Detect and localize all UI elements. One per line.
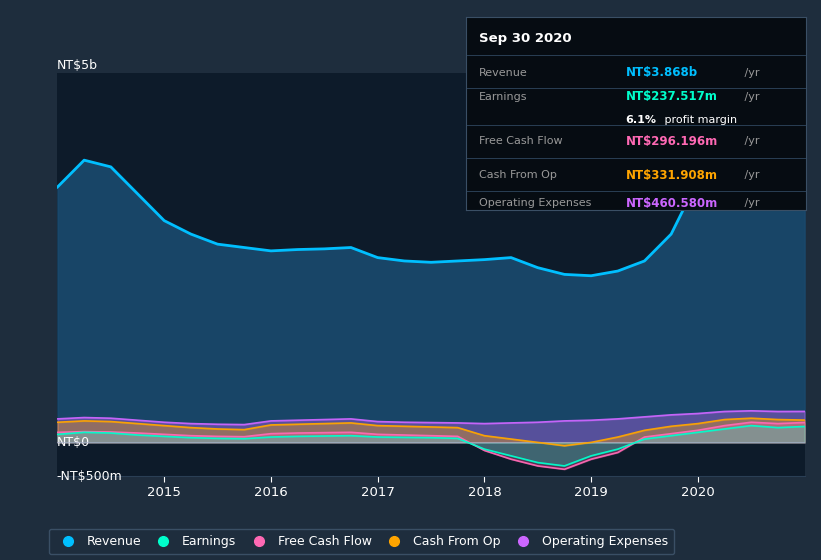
Text: Revenue: Revenue bbox=[479, 68, 528, 78]
Text: /yr: /yr bbox=[741, 198, 760, 208]
Text: NT$237.517m: NT$237.517m bbox=[626, 91, 718, 104]
Text: /yr: /yr bbox=[741, 68, 760, 78]
Text: Free Cash Flow: Free Cash Flow bbox=[479, 137, 562, 146]
Text: NT$331.908m: NT$331.908m bbox=[626, 169, 718, 182]
Text: /yr: /yr bbox=[741, 92, 760, 102]
Text: -NT$500m: -NT$500m bbox=[57, 469, 122, 483]
Text: 6.1%: 6.1% bbox=[626, 115, 657, 125]
Text: NT$460.580m: NT$460.580m bbox=[626, 197, 718, 210]
Text: /yr: /yr bbox=[741, 170, 760, 180]
Text: profit margin: profit margin bbox=[662, 115, 737, 125]
Text: Operating Expenses: Operating Expenses bbox=[479, 198, 591, 208]
Text: Earnings: Earnings bbox=[479, 92, 528, 102]
Text: NT$0: NT$0 bbox=[57, 436, 89, 449]
Legend: Revenue, Earnings, Free Cash Flow, Cash From Op, Operating Expenses: Revenue, Earnings, Free Cash Flow, Cash … bbox=[48, 529, 674, 554]
Text: Cash From Op: Cash From Op bbox=[479, 170, 557, 180]
Text: NT$296.196m: NT$296.196m bbox=[626, 135, 718, 148]
Text: /yr: /yr bbox=[741, 137, 760, 146]
Text: Sep 30 2020: Sep 30 2020 bbox=[479, 31, 571, 45]
Text: NT$5b: NT$5b bbox=[57, 59, 98, 72]
Text: NT$3.868b: NT$3.868b bbox=[626, 66, 698, 80]
